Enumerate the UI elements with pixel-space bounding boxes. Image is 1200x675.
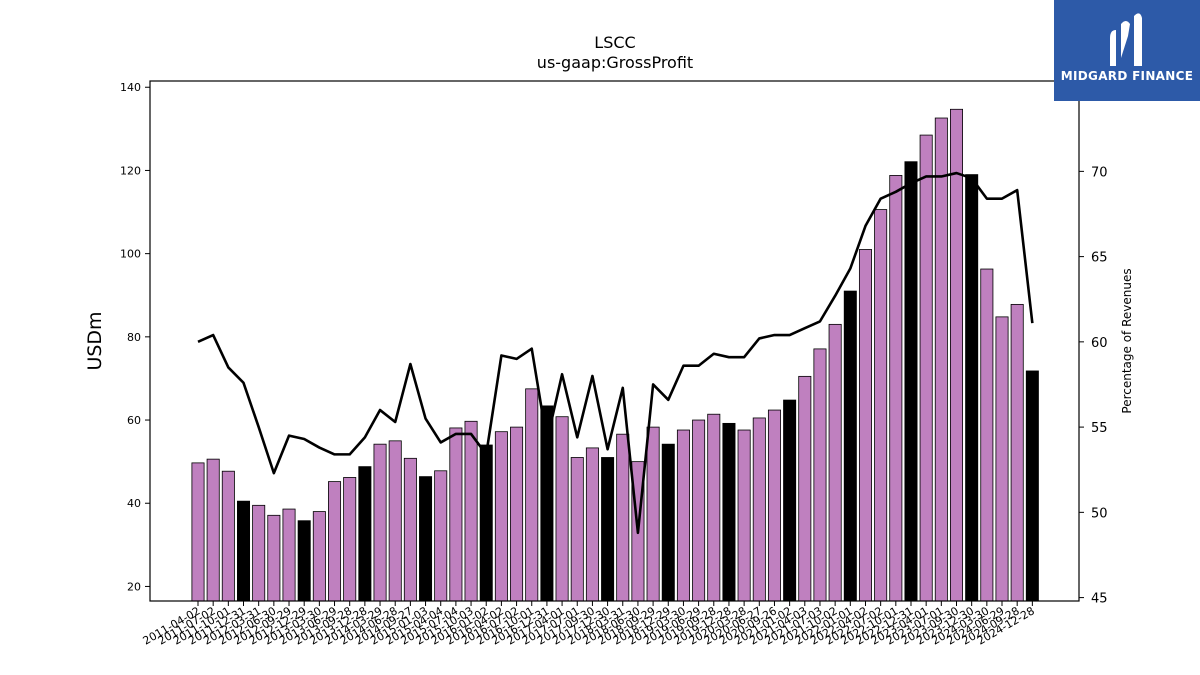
- bar: [252, 504, 266, 602]
- bar: [707, 413, 721, 602]
- line-series: [197, 171, 1034, 535]
- bar: [328, 481, 342, 602]
- bar: [601, 457, 615, 602]
- bar: [221, 470, 235, 602]
- bar: [464, 420, 478, 602]
- bar: [282, 508, 296, 602]
- midgard-mark-icon: [1110, 13, 1142, 66]
- bar: [889, 175, 903, 602]
- bar: [555, 416, 569, 602]
- bar: [570, 457, 584, 602]
- y2-tick-label: 50: [1091, 506, 1108, 521]
- y2-tick-label: 65: [1091, 251, 1108, 266]
- bar: [722, 422, 736, 602]
- bar: [525, 388, 539, 602]
- gross-margin-line: [197, 171, 1034, 535]
- bar: [995, 316, 1009, 602]
- bar: [798, 375, 812, 602]
- y-tick-label: 60: [127, 414, 141, 427]
- y-axis-label: USDm: [84, 311, 106, 370]
- y-tick-label: 80: [127, 331, 141, 344]
- bar: [297, 520, 311, 602]
- bar: [813, 348, 827, 602]
- y2-tick-label: 55: [1091, 421, 1108, 436]
- bar: [692, 419, 706, 602]
- bar: [237, 500, 251, 602]
- bar: [312, 511, 326, 602]
- bar: [950, 108, 964, 602]
- y-tick-label: 120: [120, 164, 141, 177]
- y-tick-label: 20: [127, 580, 141, 593]
- bar: [919, 134, 933, 602]
- y-tick-label: 40: [127, 497, 141, 510]
- bar: [858, 249, 872, 602]
- bar: [752, 417, 766, 602]
- axes: 204060801001201404550556065702011-04-022…: [120, 80, 1108, 648]
- bar: [737, 429, 751, 602]
- bar: [676, 429, 690, 602]
- y2-axis-label: Percentage of Revenues: [1120, 268, 1134, 413]
- bar: [646, 426, 660, 602]
- plot-frame: [149, 80, 1080, 602]
- bar: [510, 426, 524, 602]
- bar: [661, 443, 675, 602]
- bar: [934, 117, 948, 602]
- bar: [191, 462, 205, 602]
- bar: [965, 174, 979, 602]
- bar: [494, 431, 508, 602]
- chart-subtitle: us-gaap:GrossProfit: [537, 53, 693, 72]
- bar: [843, 290, 857, 602]
- bar: [874, 209, 888, 602]
- bar: [358, 466, 372, 602]
- bar: [267, 514, 281, 602]
- y2-tick-label: 45: [1091, 592, 1108, 607]
- chart-title: LSCC: [594, 33, 635, 52]
- bar: [585, 447, 599, 602]
- bar: [1025, 370, 1039, 602]
- bar: [434, 470, 448, 602]
- bar: [767, 409, 781, 602]
- bar: [373, 443, 387, 602]
- bar: [904, 161, 918, 602]
- y2-tick-label: 70: [1091, 165, 1108, 180]
- y-tick-label: 100: [120, 248, 141, 261]
- bar: [1010, 303, 1024, 602]
- bar: [419, 476, 433, 602]
- y-tick-label: 140: [120, 81, 141, 94]
- bar: [783, 399, 797, 602]
- bar: [388, 440, 402, 602]
- bar: [616, 433, 630, 602]
- midgard-finance-logo: MIDGARD FINANCE: [1054, 0, 1200, 101]
- bar: [343, 477, 357, 602]
- bar: [449, 427, 463, 602]
- bar: [479, 444, 493, 602]
- bar: [206, 458, 220, 602]
- logo-text: MIDGARD FINANCE: [1060, 69, 1194, 83]
- bar: [403, 457, 417, 602]
- bar: [828, 323, 842, 602]
- bar: [980, 268, 994, 602]
- y2-tick-label: 60: [1091, 336, 1108, 351]
